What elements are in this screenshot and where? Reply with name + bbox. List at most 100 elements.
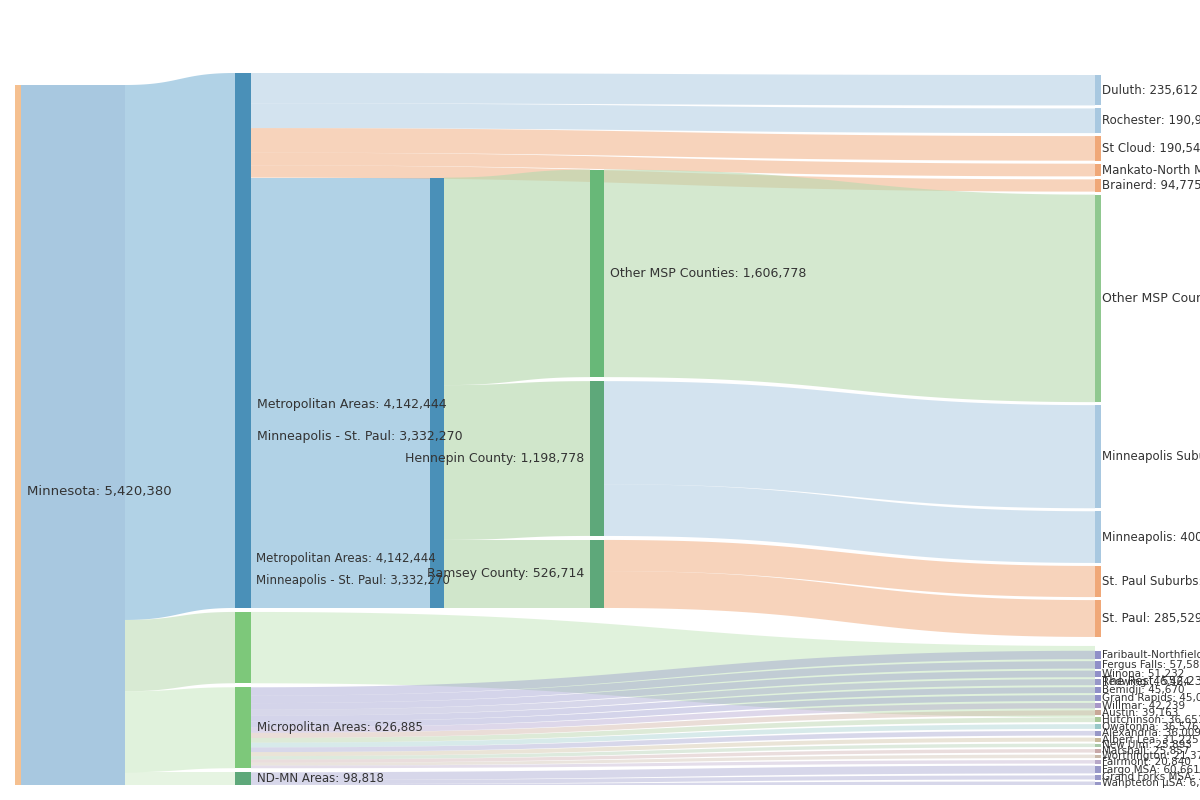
Polygon shape bbox=[251, 749, 1096, 762]
Bar bbox=[1096, 109, 1102, 133]
Text: Marshall: 25,857: Marshall: 25,857 bbox=[1102, 746, 1189, 756]
Bar bbox=[1096, 650, 1102, 659]
Polygon shape bbox=[251, 718, 1096, 742]
Bar bbox=[1096, 738, 1102, 742]
Text: St Cloud: 190,543: St Cloud: 190,543 bbox=[1102, 142, 1200, 155]
Bar bbox=[1096, 679, 1102, 686]
Text: New Ulm: 25,893: New Ulm: 25,893 bbox=[1102, 740, 1192, 750]
Polygon shape bbox=[251, 695, 1096, 727]
Polygon shape bbox=[604, 381, 1096, 508]
Bar bbox=[430, 178, 444, 608]
Polygon shape bbox=[251, 760, 1096, 768]
Polygon shape bbox=[251, 710, 1096, 738]
Polygon shape bbox=[251, 153, 1096, 176]
Text: Hutchinson: 36,651: Hutchinson: 36,651 bbox=[1102, 715, 1200, 725]
Text: Duluth: 235,612: Duluth: 235,612 bbox=[1102, 84, 1198, 97]
Bar bbox=[1096, 75, 1102, 106]
Bar bbox=[1096, 511, 1102, 563]
Bar bbox=[1096, 754, 1102, 758]
Text: Austin: 39,163: Austin: 39,163 bbox=[1102, 708, 1178, 718]
Polygon shape bbox=[251, 782, 1096, 785]
Text: Willmar: 42,239: Willmar: 42,239 bbox=[1102, 701, 1186, 710]
Text: ND-MN Areas: 98,818: ND-MN Areas: 98,818 bbox=[257, 772, 384, 785]
Text: Micropolitan Areas: 626,885: Micropolitan Areas: 626,885 bbox=[257, 722, 422, 734]
Text: Minneapolis Suburbs: 798,641: Minneapolis Suburbs: 798,641 bbox=[1102, 450, 1200, 463]
Bar bbox=[1096, 179, 1102, 192]
Bar bbox=[1096, 760, 1102, 763]
Bar bbox=[1096, 661, 1102, 669]
Bar bbox=[1096, 194, 1102, 402]
Bar bbox=[1096, 782, 1102, 785]
Text: Grand Rapids: 45,058: Grand Rapids: 45,058 bbox=[1102, 693, 1200, 703]
Bar bbox=[1096, 743, 1102, 747]
Polygon shape bbox=[125, 687, 235, 772]
Text: Wahpteton μSA: 6,557: Wahpteton μSA: 6,557 bbox=[1102, 778, 1200, 788]
Polygon shape bbox=[251, 724, 1096, 747]
Bar bbox=[1096, 703, 1102, 708]
Text: Alexandria: 36,009: Alexandria: 36,009 bbox=[1102, 728, 1200, 738]
Polygon shape bbox=[251, 775, 1096, 784]
Polygon shape bbox=[604, 571, 1096, 637]
Bar bbox=[14, 85, 22, 785]
Polygon shape bbox=[251, 766, 1096, 780]
Bar bbox=[1096, 731, 1102, 735]
Polygon shape bbox=[444, 540, 590, 608]
Bar bbox=[590, 381, 604, 536]
Polygon shape bbox=[251, 679, 1096, 716]
Polygon shape bbox=[251, 731, 1096, 752]
Text: St. Paul Suburbs: 241,185: St. Paul Suburbs: 241,185 bbox=[1102, 575, 1200, 588]
Polygon shape bbox=[251, 650, 1096, 696]
Text: Brainerd: 94,775: Brainerd: 94,775 bbox=[1102, 179, 1200, 192]
Text: Other MSP Counties: 1,606,778: Other MSP Counties: 1,606,778 bbox=[610, 267, 806, 280]
Polygon shape bbox=[251, 687, 1096, 722]
Polygon shape bbox=[251, 73, 1096, 106]
Text: Minneapolis: 400,137: Minneapolis: 400,137 bbox=[1102, 530, 1200, 544]
Text: Hennepin County: 1,198,778: Hennepin County: 1,198,778 bbox=[404, 452, 584, 465]
Polygon shape bbox=[251, 128, 1096, 161]
Polygon shape bbox=[251, 670, 1096, 710]
Bar bbox=[1096, 724, 1102, 729]
Text: Faribault-Northfield: 65,049: Faribault-Northfield: 65,049 bbox=[1102, 650, 1200, 660]
Polygon shape bbox=[251, 103, 1096, 133]
Bar bbox=[1096, 775, 1102, 779]
Polygon shape bbox=[604, 540, 1096, 597]
Text: Fergus Falls: 57,581: Fergus Falls: 57,581 bbox=[1102, 660, 1200, 670]
Bar bbox=[1096, 718, 1102, 722]
Text: Bemidji: 45,670: Bemidji: 45,670 bbox=[1102, 685, 1184, 695]
Polygon shape bbox=[251, 612, 1096, 718]
Bar bbox=[235, 73, 251, 608]
Polygon shape bbox=[604, 170, 1096, 402]
Polygon shape bbox=[125, 612, 235, 691]
Bar bbox=[1096, 600, 1102, 637]
Text: Redwing: 46,464: Redwing: 46,464 bbox=[1102, 678, 1189, 687]
Bar bbox=[235, 687, 251, 768]
Text: Albert Lea: 31,225: Albert Lea: 31,225 bbox=[1102, 734, 1199, 745]
Bar bbox=[235, 612, 251, 683]
Bar bbox=[590, 170, 604, 377]
Text: Metropolitan Areas: 4,142,444: Metropolitan Areas: 4,142,444 bbox=[256, 552, 436, 565]
Bar bbox=[1096, 749, 1102, 753]
Bar bbox=[235, 772, 251, 785]
Polygon shape bbox=[251, 703, 1096, 733]
Bar bbox=[1096, 687, 1102, 693]
Text: St. Paul: 285,529: St. Paul: 285,529 bbox=[1102, 612, 1200, 625]
Text: Rochester: 190,989: Rochester: 190,989 bbox=[1102, 114, 1200, 127]
Bar bbox=[1096, 695, 1102, 701]
Text: Fairmont: 20,840: Fairmont: 20,840 bbox=[1102, 757, 1190, 767]
Polygon shape bbox=[251, 166, 1096, 192]
Text: Minneapolis - St. Paul: 3,332,270: Minneapolis - St. Paul: 3,332,270 bbox=[256, 574, 450, 586]
Bar bbox=[1096, 136, 1102, 161]
Polygon shape bbox=[251, 743, 1096, 759]
Bar bbox=[1096, 405, 1102, 508]
Polygon shape bbox=[444, 381, 590, 540]
Bar bbox=[1096, 164, 1102, 176]
Polygon shape bbox=[125, 772, 235, 785]
Text: Other MSP Counties: 1,606,778: Other MSP Counties: 1,606,778 bbox=[1102, 292, 1200, 305]
Text: Owatonna: 36,576: Owatonna: 36,576 bbox=[1102, 722, 1199, 731]
Bar bbox=[1096, 566, 1102, 597]
Text: Worthington: 21,378: Worthington: 21,378 bbox=[1102, 751, 1200, 762]
Text: Ramsey County: 526,714: Ramsey County: 526,714 bbox=[427, 567, 584, 581]
Text: Minnesota: 5,420,380: Minnesota: 5,420,380 bbox=[28, 485, 172, 498]
Bar bbox=[1096, 670, 1102, 678]
Bar bbox=[590, 540, 604, 608]
